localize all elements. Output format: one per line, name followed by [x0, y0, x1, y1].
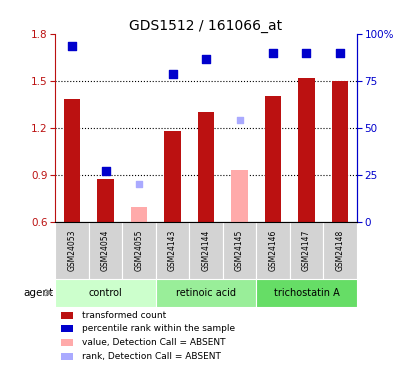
Bar — [63, 99, 80, 222]
Bar — [61, 354, 73, 360]
Bar — [155, 222, 189, 279]
Text: GSM24055: GSM24055 — [134, 229, 143, 271]
Bar — [289, 222, 322, 279]
Text: rank, Detection Call = ABSENT: rank, Detection Call = ABSENT — [82, 352, 221, 362]
Bar — [297, 78, 314, 222]
Text: retinoic acid: retinoic acid — [175, 288, 236, 298]
Text: agent: agent — [23, 288, 54, 298]
Point — [302, 50, 309, 55]
Text: trichostatin A: trichostatin A — [273, 288, 339, 298]
Title: GDS1512 / 161066_at: GDS1512 / 161066_at — [129, 19, 282, 33]
Bar — [331, 81, 348, 222]
Point — [169, 72, 175, 78]
Bar — [61, 312, 73, 319]
Point — [69, 43, 75, 49]
Text: GSM24145: GSM24145 — [234, 230, 243, 271]
Bar — [55, 222, 89, 279]
Text: GSM24147: GSM24147 — [301, 230, 310, 271]
Bar — [256, 279, 356, 307]
Bar — [61, 325, 73, 332]
Point — [236, 117, 242, 123]
Text: GSM24053: GSM24053 — [67, 229, 76, 271]
Bar — [97, 179, 114, 222]
Bar — [197, 112, 214, 222]
Point — [135, 181, 142, 187]
Bar — [322, 222, 356, 279]
Bar — [231, 170, 247, 222]
Text: GSM24146: GSM24146 — [268, 230, 277, 271]
Bar — [130, 207, 147, 222]
Point — [202, 56, 209, 62]
Text: value, Detection Call = ABSENT: value, Detection Call = ABSENT — [82, 338, 225, 346]
Bar — [189, 222, 222, 279]
Text: GSM24144: GSM24144 — [201, 230, 210, 271]
Bar — [256, 222, 289, 279]
Bar — [89, 222, 122, 279]
Bar — [164, 131, 180, 222]
Point — [102, 168, 109, 174]
Bar — [55, 279, 155, 307]
Point — [336, 50, 342, 55]
Text: percentile rank within the sample: percentile rank within the sample — [82, 324, 235, 333]
Bar — [155, 279, 256, 307]
Bar — [61, 339, 73, 345]
Bar — [264, 96, 281, 222]
Text: GSM24143: GSM24143 — [168, 230, 177, 271]
Text: control: control — [88, 288, 122, 298]
Point — [269, 50, 276, 55]
Text: transformed count: transformed count — [82, 311, 166, 320]
Bar — [222, 222, 256, 279]
Text: GSM24148: GSM24148 — [335, 230, 344, 271]
Bar — [122, 222, 155, 279]
Text: GSM24054: GSM24054 — [101, 229, 110, 271]
